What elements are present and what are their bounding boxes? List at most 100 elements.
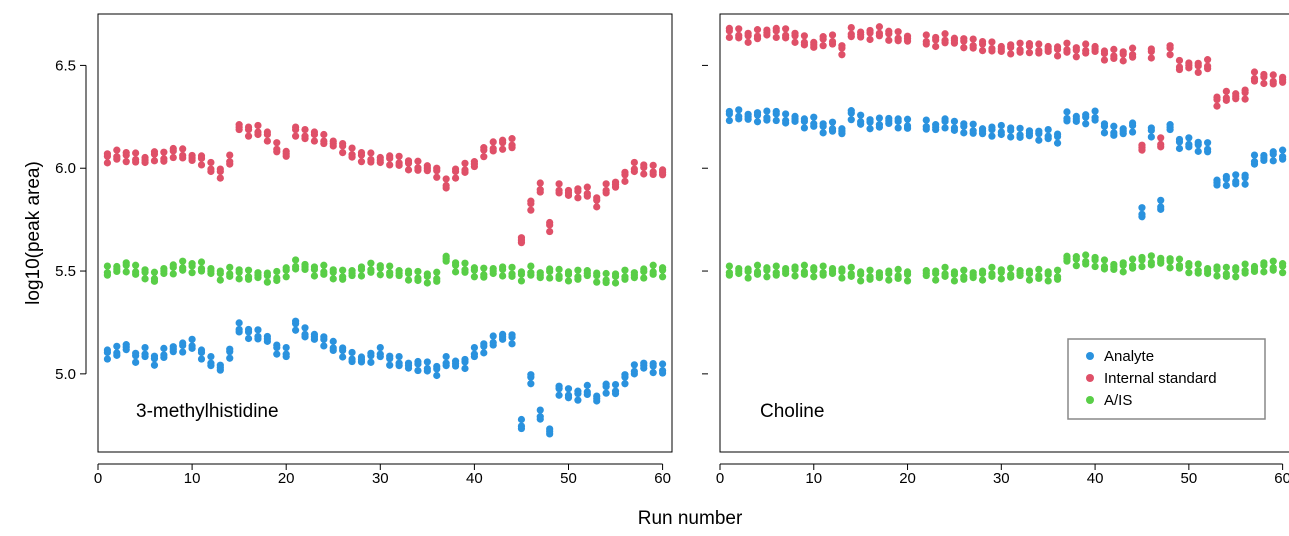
data-point bbox=[1166, 51, 1174, 59]
data-point bbox=[857, 118, 865, 126]
data-point bbox=[941, 30, 949, 38]
data-point bbox=[1110, 45, 1118, 53]
data-point bbox=[932, 33, 940, 42]
data-point bbox=[160, 155, 168, 163]
data-point bbox=[489, 339, 497, 347]
data-point bbox=[611, 279, 620, 287]
data-point bbox=[461, 364, 469, 373]
data-point bbox=[480, 144, 488, 152]
data-point bbox=[1007, 50, 1015, 58]
data-point bbox=[1222, 94, 1230, 102]
data-point bbox=[1185, 269, 1193, 277]
data-point bbox=[574, 266, 582, 274]
data-point bbox=[1119, 57, 1127, 65]
data-point bbox=[273, 267, 281, 276]
data-point bbox=[988, 263, 996, 271]
data-point bbox=[301, 260, 309, 269]
data-point bbox=[517, 277, 526, 285]
data-point bbox=[226, 345, 234, 353]
data-point bbox=[583, 381, 591, 389]
data-point bbox=[480, 271, 488, 279]
data-point bbox=[216, 361, 224, 369]
data-point bbox=[527, 269, 535, 277]
data-point bbox=[470, 273, 478, 281]
data-point bbox=[527, 262, 535, 270]
data-point bbox=[113, 153, 121, 161]
data-point bbox=[555, 186, 563, 195]
data-point bbox=[1175, 144, 1184, 153]
data-point bbox=[367, 149, 375, 157]
data-point bbox=[536, 413, 544, 421]
data-point bbox=[1035, 127, 1043, 135]
data-point bbox=[791, 272, 799, 280]
data-point bbox=[160, 351, 168, 359]
data-point bbox=[593, 278, 601, 286]
data-point bbox=[376, 343, 384, 352]
data-point bbox=[433, 173, 441, 181]
data-point bbox=[508, 270, 516, 278]
data-point bbox=[517, 234, 526, 242]
data-point bbox=[1016, 124, 1024, 132]
data-point bbox=[1250, 262, 1259, 271]
data-point bbox=[1119, 259, 1127, 267]
data-point bbox=[141, 350, 149, 358]
data-point bbox=[1016, 39, 1024, 47]
data-point bbox=[782, 116, 790, 125]
data-point bbox=[292, 123, 300, 131]
data-point bbox=[1241, 180, 1249, 188]
data-point bbox=[113, 146, 121, 154]
data-point bbox=[583, 388, 591, 396]
data-point bbox=[1044, 268, 1052, 276]
data-point bbox=[489, 144, 497, 153]
data-point bbox=[969, 127, 977, 135]
data-point bbox=[875, 269, 884, 277]
data-point bbox=[451, 259, 460, 267]
data-point bbox=[310, 330, 319, 338]
data-point bbox=[1194, 68, 1202, 76]
data-point bbox=[1194, 260, 1202, 268]
data-point bbox=[207, 352, 215, 361]
data-point bbox=[640, 265, 648, 273]
data-point bbox=[621, 266, 629, 274]
data-point bbox=[1138, 253, 1146, 262]
data-point bbox=[244, 334, 253, 343]
data-point bbox=[470, 350, 478, 358]
data-point bbox=[160, 264, 168, 273]
data-point bbox=[744, 274, 752, 282]
data-point bbox=[499, 136, 507, 144]
data-point bbox=[442, 359, 450, 367]
data-point bbox=[263, 128, 271, 136]
data-point bbox=[122, 158, 130, 166]
data-point bbox=[950, 124, 959, 132]
x-tick-label: 20 bbox=[278, 470, 295, 487]
data-point bbox=[640, 170, 648, 178]
data-point bbox=[922, 37, 930, 46]
data-point bbox=[593, 269, 601, 277]
data-point bbox=[1119, 268, 1127, 276]
data-point bbox=[1016, 131, 1024, 139]
data-point bbox=[320, 137, 328, 145]
data-point bbox=[367, 358, 375, 366]
data-point bbox=[1232, 264, 1240, 272]
data-point bbox=[1007, 133, 1015, 141]
data-point bbox=[658, 264, 667, 272]
data-point bbox=[574, 194, 582, 202]
data-point bbox=[150, 157, 159, 165]
data-point bbox=[1222, 87, 1230, 95]
data-point bbox=[470, 264, 478, 272]
data-point bbox=[150, 148, 159, 156]
data-point bbox=[150, 275, 159, 283]
data-point bbox=[433, 362, 441, 371]
data-point bbox=[763, 264, 771, 272]
data-point bbox=[461, 259, 469, 267]
data-point bbox=[922, 267, 930, 275]
data-point bbox=[517, 415, 526, 424]
data-point bbox=[1007, 124, 1015, 132]
data-point bbox=[602, 186, 610, 195]
data-point bbox=[1232, 177, 1240, 185]
data-point bbox=[1250, 158, 1259, 166]
data-point bbox=[1016, 267, 1024, 275]
data-point bbox=[461, 166, 469, 174]
data-point bbox=[838, 265, 846, 273]
